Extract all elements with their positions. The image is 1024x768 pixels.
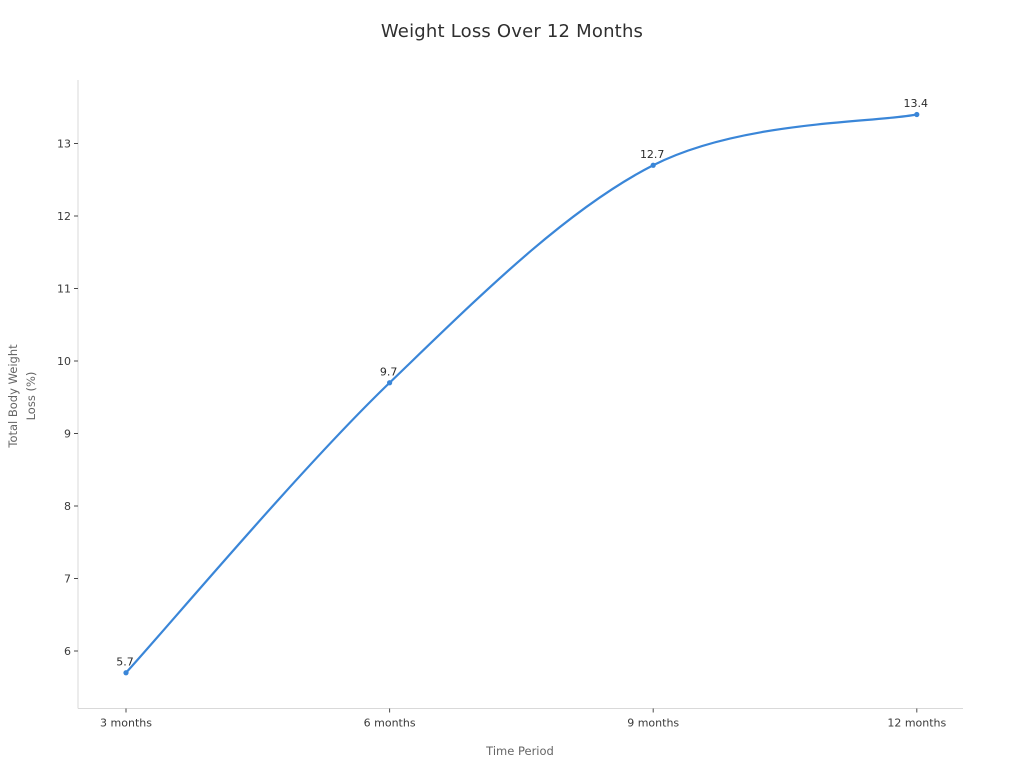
y-tick-label: 12 xyxy=(57,210,71,223)
x-tick-label: 12 months xyxy=(887,717,946,730)
y-tick-label: 8 xyxy=(64,500,71,513)
x-tick-label: 6 months xyxy=(364,717,416,730)
data-point xyxy=(123,670,129,676)
y-tick-label: 10 xyxy=(57,355,71,368)
data-point-label: 5.7 xyxy=(116,655,134,668)
y-tick-label: 11 xyxy=(57,283,71,296)
data-point xyxy=(387,380,393,386)
data-point xyxy=(650,162,656,168)
y-tick-label: 6 xyxy=(64,645,71,658)
chart-title: Weight Loss Over 12 Months xyxy=(380,21,644,42)
x-axis-title: Time Period xyxy=(486,744,554,758)
y-tick-label: 7 xyxy=(64,573,71,586)
y-tick-label: 9 xyxy=(64,428,71,441)
y-tick-label: 13 xyxy=(57,138,71,151)
data-point xyxy=(914,111,920,118)
x-tick-label: 9 months xyxy=(627,717,679,730)
data-point-label: 13.4 xyxy=(904,97,929,110)
series-line xyxy=(124,113,918,674)
x-tick-label: 3 months xyxy=(100,717,152,730)
data-point-label: 12.7 xyxy=(640,148,665,161)
data-point-label: 9.7 xyxy=(380,365,398,378)
